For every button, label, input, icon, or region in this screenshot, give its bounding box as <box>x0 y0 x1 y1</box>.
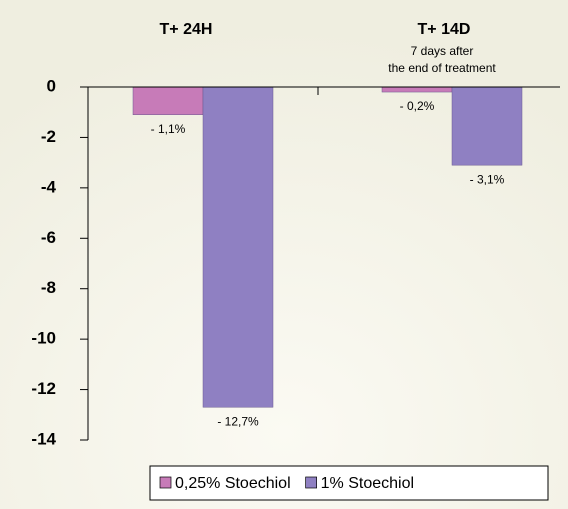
legend-label: 0,25% Stoechiol <box>175 475 291 492</box>
annotation: the end of treatment <box>388 61 496 75</box>
bar <box>381 86 453 93</box>
legend-swatch <box>305 476 317 489</box>
y-tick-label: -14 <box>31 429 56 448</box>
legend-label: 1% Stoechiol <box>321 475 414 492</box>
bar <box>202 86 274 408</box>
y-tick-label: -6 <box>41 228 56 247</box>
category-label: T+ 14D <box>418 21 471 38</box>
annotation: 7 days after <box>411 44 474 58</box>
y-tick-label: -2 <box>41 127 56 146</box>
bar <box>451 86 523 166</box>
bar <box>132 86 204 115</box>
value-label: - 1,1% <box>151 122 186 136</box>
y-tick-label: -12 <box>31 379 56 398</box>
value-label: - 3,1% <box>470 172 505 186</box>
legend-box <box>149 465 549 501</box>
y-tick-label: 0 <box>47 76 56 95</box>
value-label: - 0,2% <box>400 99 435 113</box>
y-tick-label: -4 <box>41 177 57 196</box>
value-label: - 12,7% <box>217 414 259 428</box>
category-label: T+ 24H <box>160 21 213 38</box>
y-tick-label: -10 <box>31 329 56 348</box>
legend-swatch <box>159 476 172 489</box>
y-tick-label: -8 <box>41 278 56 297</box>
